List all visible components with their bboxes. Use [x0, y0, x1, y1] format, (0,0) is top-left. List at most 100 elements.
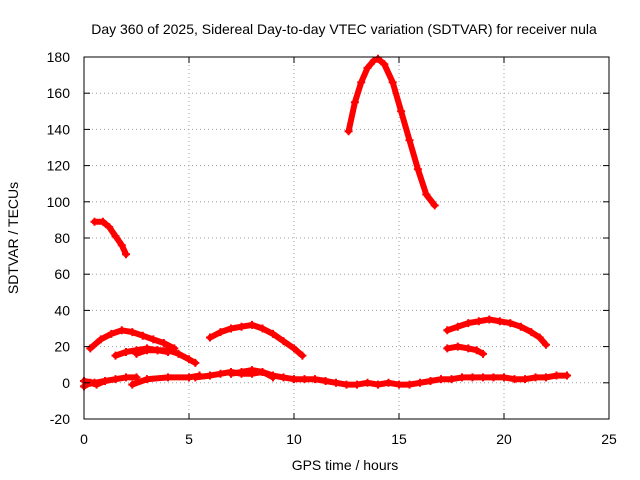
data-point — [105, 223, 114, 232]
data-point — [363, 63, 372, 72]
data-point — [111, 351, 120, 360]
data-point — [447, 375, 456, 384]
data-point — [248, 320, 256, 329]
data-point — [405, 380, 414, 389]
data-point — [531, 373, 540, 382]
data-point — [453, 322, 462, 331]
data-point — [117, 326, 126, 335]
data-point — [453, 342, 462, 351]
data-point — [298, 351, 307, 360]
data-point — [96, 335, 105, 344]
data-point — [353, 380, 361, 389]
y-tick-label: 80 — [54, 230, 70, 246]
data-point — [443, 326, 452, 335]
y-tick-label: 20 — [54, 339, 70, 355]
data-point — [468, 373, 477, 382]
data-point — [344, 127, 353, 136]
data-point — [510, 375, 519, 384]
data-point — [374, 54, 382, 63]
x-tick-label: 15 — [391, 431, 407, 447]
data-point — [128, 328, 137, 337]
y-tick-label: -20 — [50, 411, 70, 427]
data-point — [506, 319, 515, 328]
data-point — [479, 373, 487, 382]
data-point — [516, 322, 525, 331]
data-point — [357, 78, 366, 87]
chart-title: Day 360 of 2025, Sidereal Day-to-day VTE… — [91, 21, 597, 37]
data-point — [237, 367, 246, 376]
data-point — [191, 358, 200, 367]
data-point — [206, 371, 214, 380]
data-point — [92, 380, 101, 389]
data-point — [248, 366, 256, 375]
data-point — [380, 60, 389, 69]
data-point — [464, 319, 473, 328]
data-point — [397, 107, 406, 116]
y-tick-label: 120 — [47, 158, 71, 174]
data-point — [279, 373, 288, 382]
y-tick-label: 60 — [54, 266, 70, 282]
data-point — [485, 315, 494, 324]
data-point — [405, 136, 414, 145]
y-tick-label: 160 — [47, 85, 71, 101]
data-point — [269, 373, 277, 382]
data-point — [164, 373, 172, 382]
data-point — [472, 346, 481, 355]
axis-ticks: 0 5 10 15 20 25 -20 0 20 40 60 80 100 120 140 160 180 — [47, 49, 617, 447]
series-arc-4 — [133, 347, 171, 357]
data-point — [90, 217, 99, 226]
data-point — [300, 375, 309, 384]
data-point — [111, 375, 120, 384]
data-point — [388, 78, 397, 87]
data-point — [117, 241, 126, 250]
data-point — [374, 380, 382, 389]
data-point — [311, 375, 319, 384]
data-point — [332, 378, 340, 387]
data-point — [464, 344, 473, 353]
data-point — [101, 376, 109, 385]
data-point — [542, 373, 550, 382]
data-point — [159, 338, 168, 347]
x-tick-label: 10 — [286, 431, 302, 447]
data-point — [111, 232, 120, 241]
data-point — [350, 98, 359, 107]
series-arc-5 — [207, 321, 306, 359]
x-axis-label: GPS time / hours — [292, 457, 399, 473]
x-tick-label: 5 — [185, 431, 193, 447]
data-point — [552, 371, 561, 380]
data-point — [495, 317, 504, 326]
data-point — [535, 333, 544, 342]
x-tick-label: 20 — [496, 431, 512, 447]
y-tick-label: 40 — [54, 302, 70, 318]
data-point — [132, 349, 141, 358]
x-tick-label: 25 — [601, 431, 617, 447]
data-point — [437, 375, 445, 384]
data-point — [290, 375, 298, 384]
y-tick-label: 180 — [47, 49, 71, 65]
data-point — [521, 375, 529, 384]
data-point — [227, 369, 235, 378]
data-point — [216, 369, 225, 378]
data-point — [321, 376, 330, 385]
data-point — [227, 324, 235, 333]
data-point — [107, 329, 116, 338]
data-point — [489, 373, 498, 382]
data-point — [279, 337, 288, 346]
data-point — [206, 333, 214, 342]
data-point — [143, 346, 151, 355]
data-point — [138, 331, 147, 340]
data-point — [191, 373, 200, 382]
data-point — [500, 373, 508, 382]
data-point — [122, 250, 130, 259]
data-point — [86, 344, 95, 353]
data-point — [474, 317, 483, 326]
y-tick-label: 140 — [47, 121, 71, 137]
data-point — [258, 324, 267, 333]
data-point — [174, 349, 183, 358]
data-point — [128, 380, 137, 389]
data-point — [542, 340, 550, 349]
data-point — [416, 378, 424, 387]
y-axis-label: SDTVAR / TECUs — [5, 182, 21, 294]
data-point — [527, 328, 536, 337]
